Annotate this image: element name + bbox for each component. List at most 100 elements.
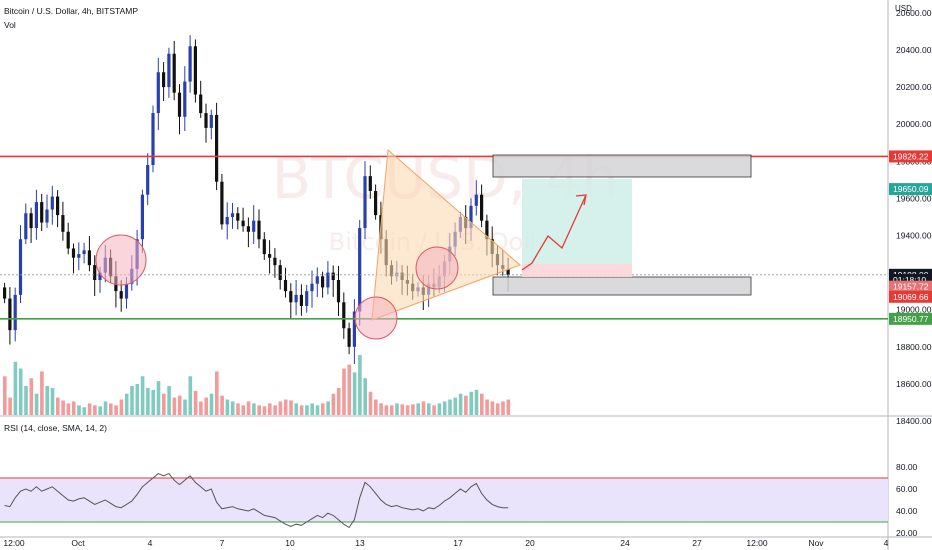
volume-bar — [490, 401, 495, 415]
volume-bar — [183, 399, 187, 415]
volume-bar — [283, 399, 288, 415]
volume-bar — [257, 405, 261, 415]
volume-bar — [162, 393, 166, 415]
time-tick-label: 4 — [884, 538, 889, 548]
volume-bar — [135, 384, 140, 415]
candle-body — [294, 294, 298, 303]
candle-body — [8, 298, 12, 331]
price-label: 19650.09 — [893, 184, 929, 194]
rsi-tick-label: 40.00 — [896, 506, 918, 516]
candle-body — [167, 53, 171, 88]
candle-body — [82, 250, 86, 255]
volume-bar — [188, 376, 193, 415]
candle-body — [326, 272, 330, 288]
time-tick-label: 17 — [453, 538, 463, 548]
volume-bar — [215, 371, 219, 415]
price-label-bg — [889, 312, 932, 325]
candle-body — [215, 114, 219, 182]
volume-bar — [379, 403, 383, 415]
candle-body — [193, 46, 197, 95]
volume-bar — [140, 376, 145, 415]
volume-bar — [119, 399, 124, 415]
volume-bar — [252, 403, 256, 415]
candle-body — [87, 250, 91, 266]
candle-body — [347, 328, 351, 347]
volume-bar — [411, 404, 415, 415]
volume-bar — [87, 403, 92, 415]
volume-bar — [172, 397, 177, 415]
volume-bar — [40, 371, 44, 415]
volume-bar — [347, 364, 352, 415]
volume-bar — [98, 406, 102, 415]
volume-bar — [151, 389, 155, 415]
candle-body — [119, 291, 123, 299]
volume-bar — [310, 403, 314, 415]
volume-bar — [336, 387, 341, 415]
candle-body — [61, 215, 65, 232]
volume-bar — [437, 403, 442, 415]
candle-body — [98, 272, 102, 281]
volume-bar — [124, 393, 129, 415]
volume-bar — [8, 397, 12, 415]
volume-bar — [167, 385, 171, 415]
volume-bar — [506, 399, 511, 415]
volume-bar — [24, 385, 28, 415]
volume-bar — [448, 399, 452, 415]
volume-bar — [236, 403, 240, 415]
candle-body — [56, 196, 60, 216]
candle-body — [480, 194, 484, 221]
time-tick-label: 7 — [220, 538, 225, 548]
candle-body — [331, 272, 335, 281]
price-label-bg — [889, 183, 932, 196]
volume-bar — [209, 393, 214, 415]
highlight-circle — [354, 296, 398, 340]
time-tick-label: 20 — [525, 538, 535, 548]
candle-body — [225, 216, 229, 225]
volume-bar — [480, 393, 484, 415]
volume-bar — [458, 393, 463, 415]
volume-bar — [432, 405, 436, 415]
candle-body — [299, 294, 303, 306]
candle-body — [469, 205, 473, 229]
candle-body — [506, 268, 510, 275]
volume-bar — [501, 401, 505, 415]
volume-bar — [262, 406, 267, 415]
volume-bar — [294, 403, 299, 415]
volume-bar — [130, 385, 134, 415]
volume-bar — [193, 390, 198, 415]
candle-body — [66, 231, 70, 249]
volume-bar — [305, 405, 309, 415]
candle-body — [34, 202, 38, 229]
candle-body — [172, 53, 176, 93]
volume-bar — [352, 372, 357, 415]
candle-body — [352, 311, 356, 347]
candle-body — [71, 248, 76, 258]
volume-bar — [421, 401, 426, 415]
time-tick-label: 12:00 — [746, 538, 768, 548]
candle-body — [140, 194, 144, 240]
candle-body — [13, 294, 17, 331]
volume-bar — [109, 403, 113, 415]
volume-bar — [18, 368, 23, 415]
volume-bar — [363, 378, 367, 415]
candle-body — [273, 257, 277, 266]
rsi-line — [4, 472, 509, 529]
volume-bar — [114, 405, 118, 415]
price-tick-label: 19000.00 — [896, 305, 932, 315]
candle-body — [283, 280, 288, 292]
candle-body — [162, 72, 166, 88]
candle-body — [204, 113, 208, 128]
volume-bar — [321, 403, 325, 415]
price-tick-label: 19400.00 — [896, 231, 932, 241]
volume-bar — [289, 400, 293, 415]
candle-body — [236, 213, 240, 221]
candle-body — [183, 81, 187, 117]
volume-bar — [273, 405, 277, 415]
price-label: 01:18:10 — [893, 275, 926, 285]
time-tick-label: Nov — [808, 538, 824, 548]
candle-body — [246, 226, 250, 232]
candle-body — [18, 239, 23, 295]
candle-body — [342, 302, 346, 329]
volume-group — [3, 355, 511, 415]
